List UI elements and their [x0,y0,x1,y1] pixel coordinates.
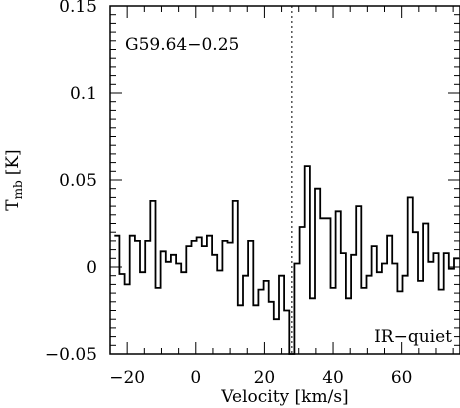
y-tick-label: 0.05 [59,171,97,191]
source-name-label: G59.64−0.25 [125,35,239,55]
x-tick-labels: −20 0 20 40 60 [109,368,412,388]
x-tick-label: −20 [109,368,145,388]
y-axis-label-main: T [3,199,23,211]
y-tick-label: 0.15 [59,0,97,17]
x-tick-label: 20 [254,368,276,388]
y-tick-labels: −0.05 0 0.05 0.1 0.15 [45,0,97,365]
y-tick-label: −0.05 [45,345,97,365]
svg-text:Tmb[K]: Tmb [K] [3,149,25,210]
x-tick-label: 60 [391,368,413,388]
y-tick-label: 0.1 [70,84,97,104]
y-axis-label-sub: mb [11,180,25,199]
x-tick-label: 0 [190,368,201,388]
y-tick-label: 0 [86,258,97,278]
ir-quiet-label: IR−quiet [374,327,452,347]
spectrum-series-line [114,165,460,355]
axis-ticks [109,5,460,355]
y-axis-label: Tmb [K] [3,149,25,210]
x-tick-label: 40 [322,368,344,388]
y-axis-label-unit: [K] [3,149,23,175]
x-axis-label: Velocity [km/s] [220,387,348,407]
